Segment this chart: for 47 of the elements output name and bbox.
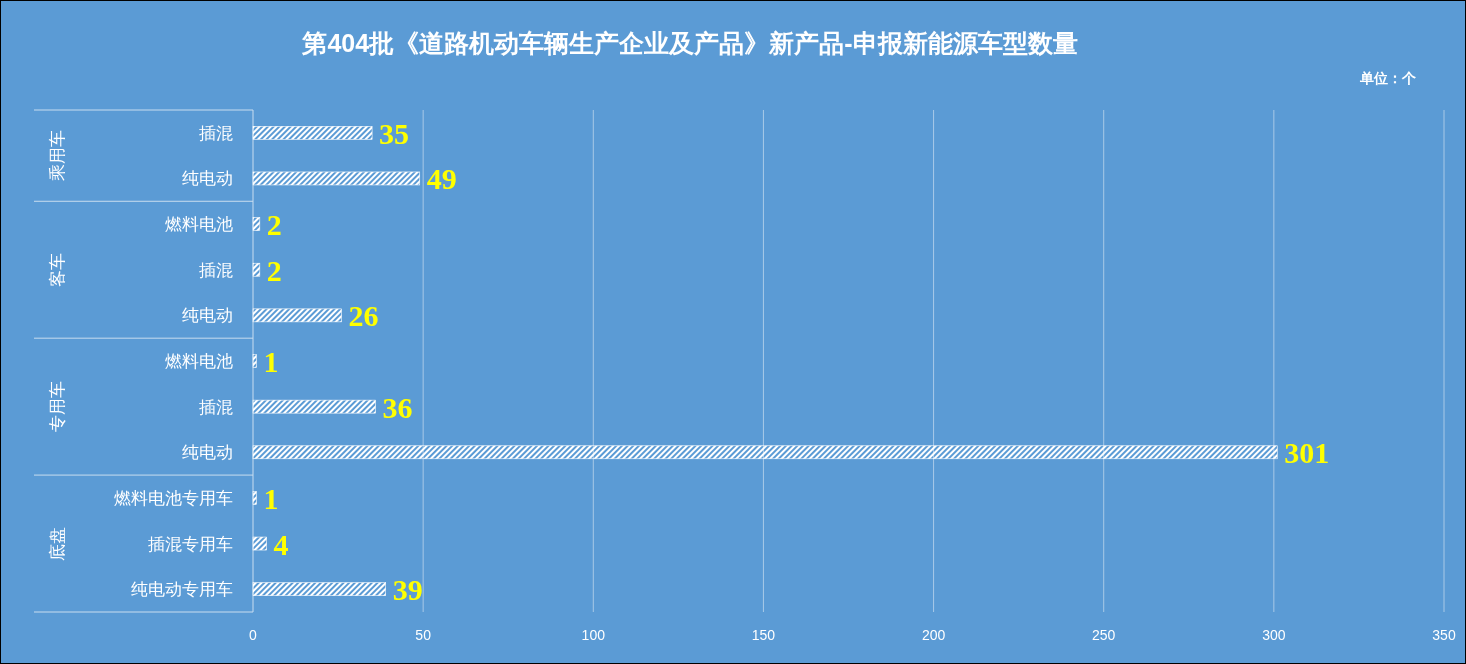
data-label: 301 (1284, 436, 1330, 470)
y-tick-label: 插混专用车 (148, 534, 233, 554)
y-tick-label: 燃料电池 (165, 215, 233, 235)
text: 单位：个 (1359, 70, 1417, 86)
x-tick-label: 350 (1432, 627, 1456, 643)
x-tick-label: 150 (751, 627, 776, 643)
x-tick-label: 0 (249, 627, 258, 643)
y-tick-label: 燃料电池 (165, 352, 233, 371)
bar (252, 126, 373, 140)
bar (252, 354, 257, 368)
data-label: 36 (382, 390, 413, 424)
x-tick-label: 300 (1262, 627, 1286, 643)
bar (252, 445, 1278, 460)
y-tick-label: 纯电动 (182, 169, 233, 189)
data-label: 49 (426, 162, 457, 196)
text: 乘用车 (48, 130, 68, 182)
data-label: 39 (392, 573, 423, 607)
bar (252, 308, 342, 323)
data-label: 26 (348, 299, 379, 333)
y-tick-label: 纯电动 (182, 443, 233, 463)
bar (252, 171, 421, 186)
x-tick-label: 250 (1092, 627, 1116, 643)
text: 专用车 (48, 381, 68, 433)
text: 客车 (48, 252, 68, 287)
bar (252, 217, 261, 231)
bar (252, 399, 376, 414)
y-tick-label: 纯电动 (182, 306, 233, 326)
bar (252, 536, 267, 551)
bar (252, 262, 261, 277)
y-tick-label: 插混 (199, 123, 233, 143)
y-tick-label: 插混 (199, 260, 233, 280)
data-label: 2 (266, 208, 282, 242)
text: 底盘 (48, 526, 68, 561)
data-label: 35 (379, 116, 410, 150)
x-tick-label: 100 (581, 627, 606, 643)
x-tick-label: 50 (415, 627, 432, 643)
y-tick-label: 燃料电池专用车 (114, 488, 233, 508)
bar (252, 582, 387, 596)
chart-title: 第404批《道路机动车辆生产企业及产品》新产品-申报新能源车型数量 (301, 29, 1078, 57)
y-tick-label: 插混 (199, 397, 233, 417)
data-label: 4 (273, 527, 289, 561)
y-tick-label: 纯电动专用车 (131, 580, 233, 600)
data-label: 1 (263, 345, 279, 378)
x-tick-label: 200 (921, 627, 946, 643)
data-label: 2 (266, 253, 282, 287)
data-label: 1 (263, 481, 279, 515)
bar (252, 491, 257, 505)
